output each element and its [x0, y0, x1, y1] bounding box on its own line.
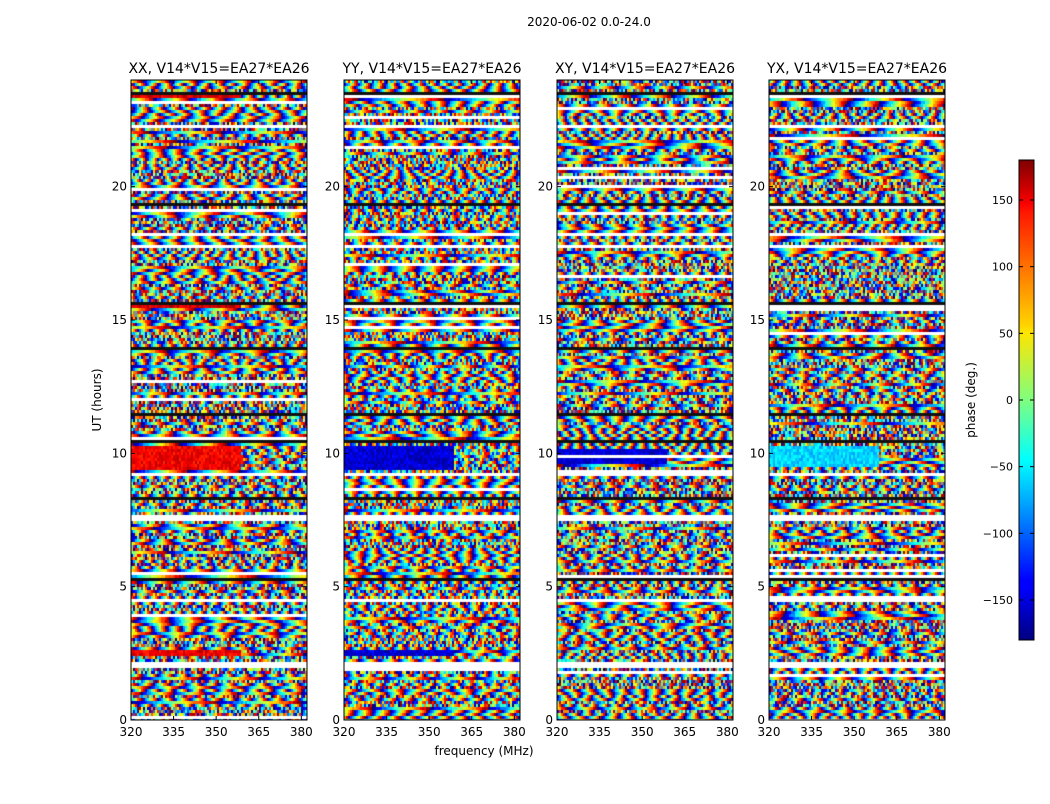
panel-frame — [130, 79, 308, 721]
panel-yx: 320 335 350 365 380 0 5 10 15 20 YX, V14*V15=EA27*… — [750, 61, 951, 739]
y-tick-label: 10 — [112, 446, 127, 460]
y-tick-label: 20 — [325, 180, 340, 194]
x-tick-label: 335 — [375, 725, 398, 739]
x-tick-label: 365 — [460, 725, 483, 739]
y-tick-label: 20 — [538, 180, 553, 194]
x-tick-label: 350 — [631, 725, 654, 739]
colorbar-tick-label: 50 — [999, 327, 1013, 340]
y-tick-label: 15 — [750, 313, 765, 327]
panel-xx: 320 335 350 365 380 0 5 10 15 20 XX, V14*V15=EA27*… — [112, 61, 313, 739]
colorbar-label: phase (deg.) — [964, 362, 978, 438]
y-axis-label: UT (hours) — [90, 368, 104, 431]
x-tick-label: 320 — [758, 725, 781, 739]
colorbar-tick-label: 150 — [992, 194, 1013, 207]
x-tick-label: 380 — [503, 725, 526, 739]
y-tick-label: 5 — [332, 580, 340, 594]
colorbar-tick-label: 100 — [992, 261, 1013, 274]
x-tick-label: 320 — [546, 725, 569, 739]
y-tick-label: 10 — [750, 446, 765, 460]
y-tick-label: 0 — [757, 713, 765, 727]
y-tick-label: 10 — [538, 446, 553, 460]
x-tick-label: 320 — [120, 725, 143, 739]
y-tick-label: 5 — [119, 580, 127, 594]
phase-waterfall-image — [769, 80, 945, 720]
panel-xy: 320 335 350 365 380 0 5 10 15 20 XY, V14*V15=EA27*… — [538, 61, 739, 739]
x-tick-label: 350 — [418, 725, 441, 739]
x-tick-label: 365 — [885, 725, 908, 739]
y-tick-label: 15 — [538, 313, 553, 327]
panel-title: XX, V14*V15=EA27*EA26 — [128, 61, 309, 77]
x-tick-label: 380 — [290, 725, 313, 739]
y-tick-label: 10 — [325, 446, 340, 460]
panel-frame — [343, 79, 521, 721]
y-tick-label: 0 — [332, 713, 340, 727]
x-tick-label: 335 — [162, 725, 185, 739]
y-tick-label: 15 — [112, 313, 127, 327]
y-tick-label: 20 — [112, 180, 127, 194]
colorbar-tick-label: −100 — [983, 527, 1013, 540]
x-tick-label: 350 — [205, 725, 228, 739]
x-tick-label: 350 — [843, 725, 866, 739]
colorbar-tick-label: −50 — [990, 461, 1013, 474]
y-tick-label: 20 — [750, 180, 765, 194]
colorbar-tick-label: −150 — [983, 594, 1013, 607]
panel-yy: 320 335 350 365 380 0 5 10 15 20 YY, V14*V15=EA27*… — [325, 61, 526, 739]
phase-waterfall-image — [131, 80, 307, 720]
figure-suptitle: 2020-06-02 0.0-24.0 — [527, 15, 651, 29]
y-tick-label: 0 — [119, 713, 127, 727]
x-tick-label: 365 — [247, 725, 270, 739]
x-tick-label: 380 — [928, 725, 951, 739]
x-tick-label: 335 — [588, 725, 611, 739]
panel-frame — [556, 79, 734, 721]
y-tick-label: 15 — [325, 313, 340, 327]
panel-title: XY, V14*V15=EA27*EA26 — [555, 61, 735, 77]
colorbar: −150 −100 −50 0 50 100 150 phase (deg.) — [964, 159, 1035, 641]
y-tick-label: 0 — [545, 713, 553, 727]
phase-waterfall-image — [557, 80, 733, 720]
panel-frame — [768, 79, 946, 721]
colorbar-tick-label: 0 — [1006, 394, 1013, 407]
panel-title: YY, V14*V15=EA27*EA26 — [342, 61, 522, 77]
y-tick-label: 5 — [545, 580, 553, 594]
x-tick-label: 320 — [333, 725, 356, 739]
phase-waterfall-image — [344, 80, 520, 720]
x-tick-label: 380 — [716, 725, 739, 739]
x-axis-label: frequency (MHz) — [434, 744, 533, 758]
x-tick-label: 335 — [800, 725, 823, 739]
panel-title: YX, V14*V15=EA27*EA26 — [766, 61, 947, 77]
y-tick-label: 5 — [757, 580, 765, 594]
x-tick-label: 365 — [673, 725, 696, 739]
